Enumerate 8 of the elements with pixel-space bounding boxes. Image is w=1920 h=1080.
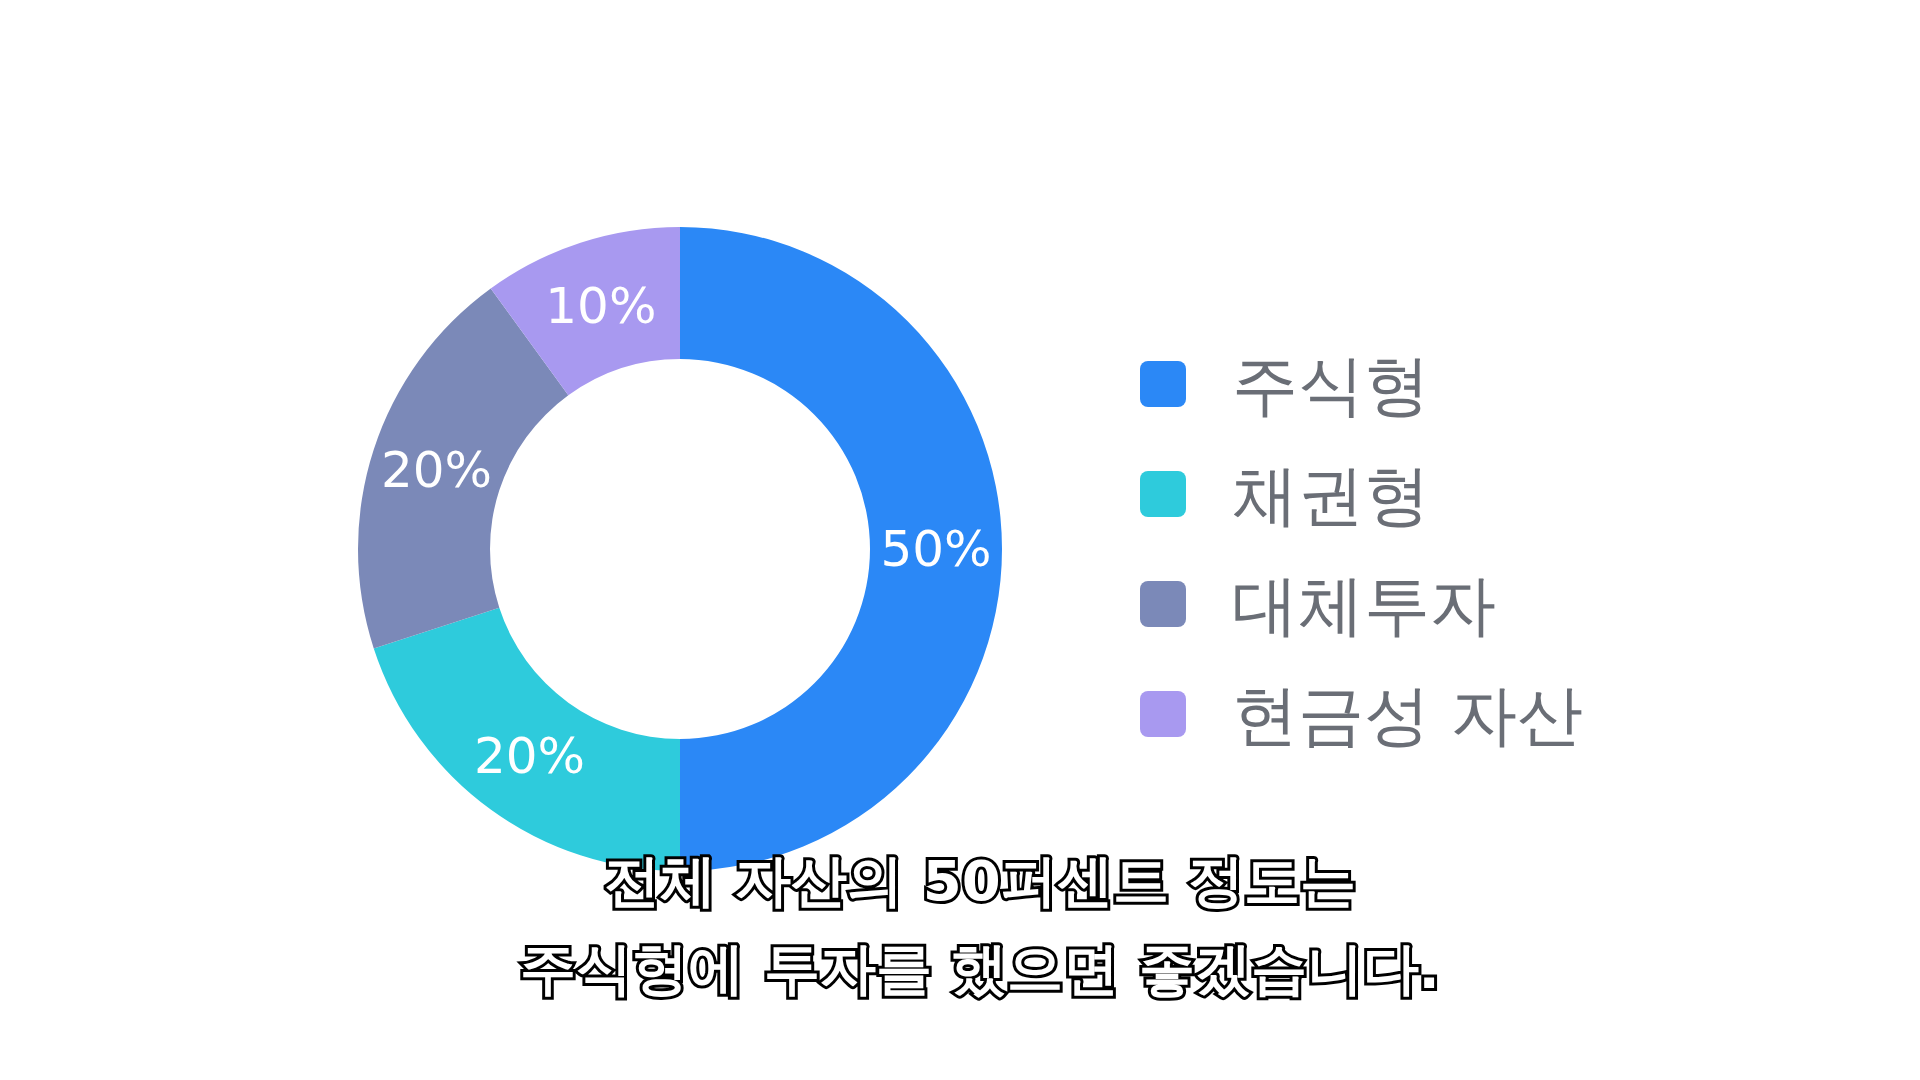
data-label: 20%	[380, 440, 493, 499]
data-label: 50%	[880, 520, 992, 578]
legend-label: 주식형	[1232, 346, 1430, 424]
data-label: 10%	[545, 276, 657, 335]
legend-label: 현금성 자산	[1232, 676, 1583, 754]
data-label: 20%	[473, 727, 586, 786]
legend-label: 대체투자	[1232, 566, 1496, 644]
legend-label: 채권형	[1232, 456, 1430, 534]
